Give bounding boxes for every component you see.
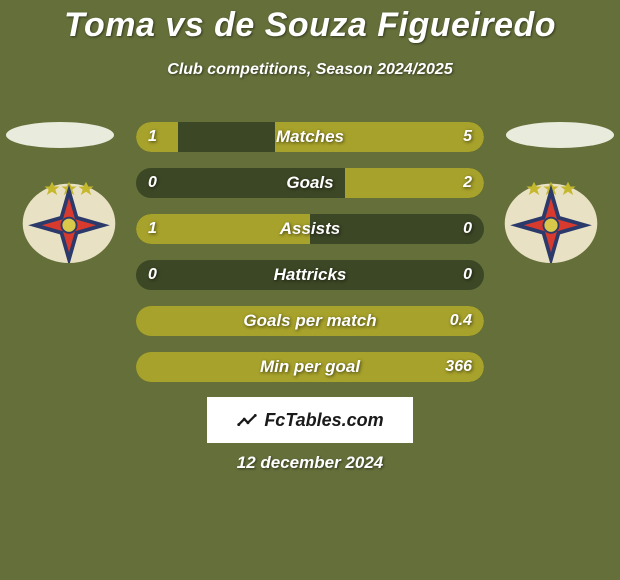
stat-row: Hattricks0 0 (136, 260, 484, 290)
chart-icon (236, 409, 258, 431)
stat-bars: Matches15Goals02Assists10Hattricks00Goal… (136, 122, 484, 398)
comparison-infographic: Toma vs de Souza Figueiredo Club competi… (0, 0, 620, 580)
stat-value-right: 0 (463, 260, 472, 290)
branding-text: FcTables.com (264, 410, 383, 431)
player-ellipse-right (506, 122, 614, 148)
stat-row: Matches1 5 (136, 122, 484, 152)
stat-value-right: 2 (463, 168, 472, 198)
stat-value-left: 0 (148, 260, 157, 290)
branding-badge: FcTables.com (207, 397, 413, 443)
page-title: Toma vs de Souza Figueiredo (0, 0, 620, 45)
date-text: 12 december 2024 (0, 453, 620, 473)
stat-label: Assists (136, 214, 484, 244)
stat-label: Matches (136, 122, 484, 152)
stat-value-left: 1 (148, 122, 157, 152)
stat-row: Min per goal366 (136, 352, 484, 382)
stat-value-left: 1 (148, 214, 157, 244)
stat-label: Goals (136, 168, 484, 198)
stat-row: Goals0 2 (136, 168, 484, 198)
stat-value-right: 0 (463, 214, 472, 244)
stat-label: Hattricks (136, 260, 484, 290)
stat-label: Goals per match (136, 306, 484, 336)
club-crest-right (502, 178, 600, 263)
club-crest-left (20, 178, 118, 263)
subtitle: Club competitions, Season 2024/2025 (0, 61, 620, 79)
stat-label: Min per goal (136, 352, 484, 382)
stat-value-right: 366 (445, 352, 472, 382)
stat-value-left: 0 (148, 168, 157, 198)
player-ellipse-left (6, 122, 114, 148)
stat-row: Goals per match0.4 (136, 306, 484, 336)
stat-row: Assists1 0 (136, 214, 484, 244)
stat-value-right: 5 (463, 122, 472, 152)
stat-value-right: 0.4 (450, 306, 472, 336)
